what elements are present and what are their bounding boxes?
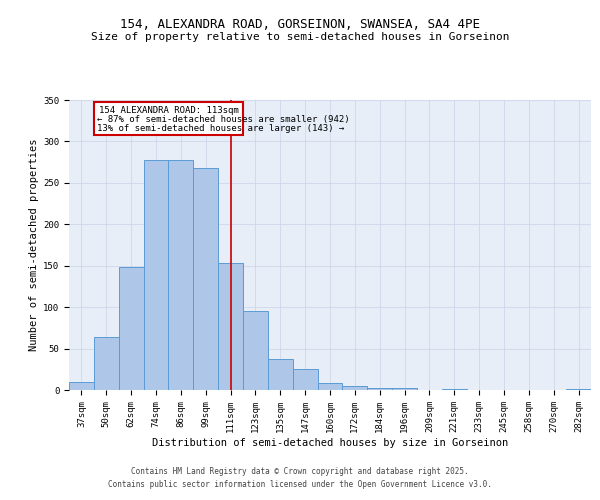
Text: Size of property relative to semi-detached houses in Gorseinon: Size of property relative to semi-detach…	[91, 32, 509, 42]
Text: 13% of semi-detached houses are larger (143) →: 13% of semi-detached houses are larger (…	[97, 124, 344, 133]
Text: 154 ALEXANDRA ROAD: 113sqm: 154 ALEXANDRA ROAD: 113sqm	[98, 106, 238, 115]
Bar	[343, 386, 367, 390]
Bar	[94, 102, 242, 135]
Bar	[367, 388, 392, 390]
Bar	[69, 382, 94, 390]
Bar	[143, 160, 169, 390]
Bar	[566, 389, 591, 390]
Text: ← 87% of semi-detached houses are smaller (942): ← 87% of semi-detached houses are smalle…	[97, 115, 350, 124]
Bar	[268, 360, 293, 390]
Y-axis label: Number of semi-detached properties: Number of semi-detached properties	[29, 138, 39, 352]
Bar	[317, 384, 343, 390]
Bar	[94, 337, 119, 390]
Bar	[293, 370, 317, 390]
Bar	[169, 160, 193, 390]
Bar	[243, 312, 268, 390]
Text: Contains HM Land Registry data © Crown copyright and database right 2025.
Contai: Contains HM Land Registry data © Crown c…	[108, 468, 492, 489]
Bar	[218, 263, 243, 390]
X-axis label: Distribution of semi-detached houses by size in Gorseinon: Distribution of semi-detached houses by …	[152, 438, 508, 448]
Bar	[442, 389, 467, 390]
Text: 154, ALEXANDRA ROAD, GORSEINON, SWANSEA, SA4 4PE: 154, ALEXANDRA ROAD, GORSEINON, SWANSEA,…	[120, 18, 480, 30]
Bar	[119, 268, 143, 390]
Bar	[193, 168, 218, 390]
Bar	[392, 388, 417, 390]
